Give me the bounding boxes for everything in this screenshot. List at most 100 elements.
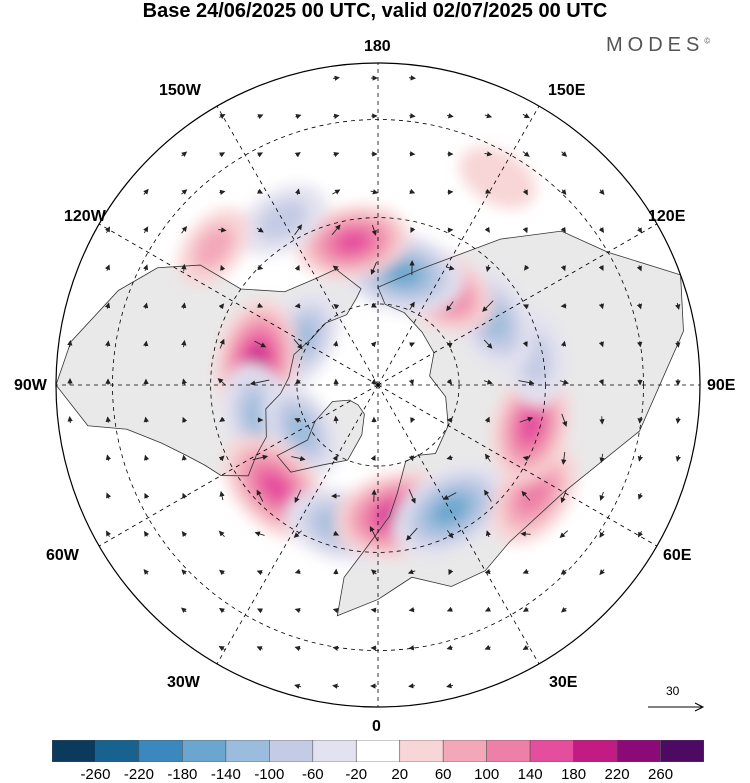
wind-arrow <box>106 492 112 499</box>
lon-label-60e: 60E <box>663 547 692 564</box>
meridian-line <box>216 384 379 665</box>
coastline <box>56 264 362 477</box>
wind-arrow <box>522 455 529 462</box>
wind-arrow <box>560 303 567 309</box>
wind-arrow <box>370 341 377 348</box>
wind-arrow <box>104 264 110 271</box>
colorbar-swatch <box>225 740 270 762</box>
colorbar-swatch <box>529 740 574 762</box>
wind-arrow <box>370 454 376 461</box>
wind-arrow <box>484 113 493 119</box>
wind-arrow <box>675 416 681 424</box>
wind-arrow <box>484 453 491 462</box>
wind-arrow <box>675 454 681 462</box>
wind-arrow <box>294 489 302 503</box>
wind-arrow <box>447 227 454 233</box>
colorbar-tick-label: -140 <box>210 766 241 783</box>
wind-arrow <box>446 454 453 461</box>
wind-arrow <box>294 188 301 195</box>
wind-arrow <box>561 151 568 157</box>
colorbar-swatch <box>312 740 357 762</box>
colorbar-swatch <box>52 740 96 762</box>
lon-label-150w: 150W <box>159 82 201 99</box>
wind-arrow <box>218 607 225 614</box>
wind-arrow <box>598 303 605 310</box>
positive-anomaly-blob <box>177 208 250 286</box>
wind-arrow <box>144 454 150 461</box>
brand-mark: © <box>704 36 711 46</box>
wind-arrow <box>182 416 188 423</box>
wind-arrow <box>522 151 530 157</box>
wind-arrow <box>485 530 492 538</box>
wind-arrow <box>446 301 454 312</box>
wind-arrow <box>409 342 416 348</box>
wind-arrow <box>675 302 681 310</box>
wind-arrow <box>332 189 341 195</box>
wind-arrow <box>181 378 188 385</box>
wind-arrow <box>257 114 264 120</box>
wind-arrow <box>257 264 264 271</box>
colorbar-tick-label: -20 <box>345 766 368 783</box>
lon-label-120w: 120W <box>64 208 106 225</box>
wind-arrow <box>408 379 415 386</box>
wind-arrow <box>143 226 149 234</box>
wind-arrow <box>522 644 529 650</box>
anomaly-contour-fill <box>459 146 537 209</box>
wind-arrow <box>560 226 566 233</box>
wind-arrow <box>333 415 339 424</box>
wind-arrow <box>142 302 149 309</box>
colorbar-tick-label: 60 <box>434 766 452 783</box>
wind-arrow <box>181 151 188 157</box>
wind-arrow <box>369 525 379 542</box>
wind-arrow <box>484 606 491 612</box>
wind-arrow <box>445 265 455 271</box>
wind-arrow <box>446 606 453 612</box>
wind-arrow <box>446 683 454 689</box>
wind-arrow <box>522 568 529 574</box>
wind-arrow <box>181 189 188 195</box>
wind-arrow <box>181 607 187 614</box>
wind-arrow <box>219 491 225 501</box>
map-border <box>55 62 701 708</box>
wind-arrow <box>256 188 264 194</box>
wind-arrow <box>257 302 264 308</box>
wind-arrow <box>370 607 377 613</box>
wind-arrow <box>332 455 338 462</box>
wind-arrow <box>599 453 605 464</box>
colorbar-swatch <box>355 740 401 762</box>
colorbar-swatch <box>442 740 487 762</box>
colorbar-tick-label: -60 <box>301 766 324 783</box>
wind-arrow <box>599 416 605 425</box>
anomaly-contour-fill <box>193 225 235 270</box>
wind-arrow <box>409 301 415 310</box>
wind-arrow <box>370 569 377 575</box>
coastlines <box>56 230 684 617</box>
wind-arrow <box>482 300 494 312</box>
wind-arrow <box>519 416 534 423</box>
colorbar-tick-label: 180 <box>561 766 587 783</box>
wind-arrow <box>636 227 643 234</box>
wind-arrow <box>410 417 416 424</box>
wind-arrow <box>371 378 377 385</box>
wind-arrow <box>219 338 225 349</box>
lon-label-90w: 90W <box>14 377 47 394</box>
wind-arrow <box>333 303 340 310</box>
wind-arrow <box>331 224 341 236</box>
wind-arrow <box>254 531 265 537</box>
wind-arrow <box>332 340 339 347</box>
wind-arrow <box>522 341 528 348</box>
wind-arrow <box>522 189 528 196</box>
wind-arrow <box>408 455 415 462</box>
wind-arrow <box>181 226 187 234</box>
wind-arrow <box>636 303 643 310</box>
wind-arrow <box>332 645 339 651</box>
wind-arrow <box>409 113 416 119</box>
modes-logo: MODES© <box>606 34 710 57</box>
wind-arrow <box>332 75 340 81</box>
coastline <box>276 399 365 473</box>
wind-arrow <box>219 114 226 120</box>
wind-arrow <box>598 227 605 234</box>
wind-arrow <box>675 340 681 348</box>
wind-arrow <box>143 340 149 347</box>
